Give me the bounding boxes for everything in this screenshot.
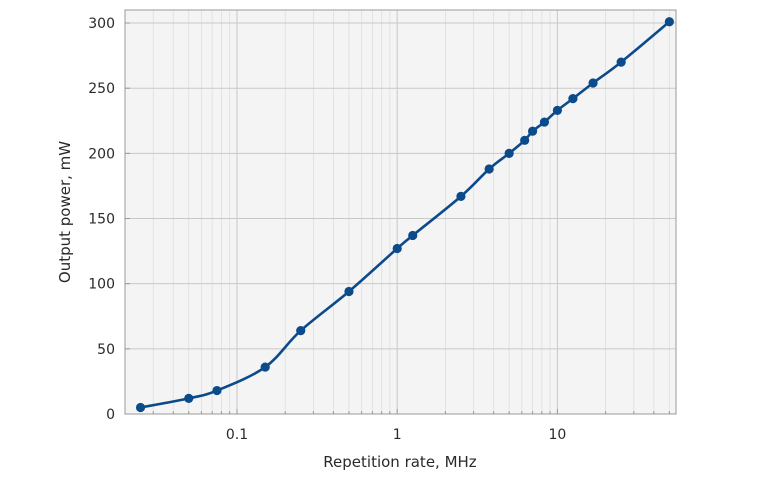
data-point xyxy=(568,94,578,104)
data-point xyxy=(588,78,598,88)
data-point xyxy=(616,57,626,67)
data-point xyxy=(527,126,538,136)
x-axis-label: Repetition rate, MHz xyxy=(323,453,477,471)
data-point xyxy=(664,17,674,27)
x-axis-ticks: 0.1 1 10 xyxy=(152,409,670,443)
plot-area-background xyxy=(125,10,676,414)
data-point xyxy=(296,325,306,336)
y-tick-label: 300 xyxy=(88,16,115,32)
y-tick-label: 100 xyxy=(88,277,115,293)
data-point xyxy=(520,135,530,145)
x-tick-label: 10 xyxy=(548,427,566,443)
y-tick-label: 50 xyxy=(97,342,115,358)
y-tick-label: 150 xyxy=(88,212,115,228)
y-tick-label: 0 xyxy=(106,407,115,423)
data-point xyxy=(408,230,418,241)
data-point xyxy=(392,243,402,254)
data-point xyxy=(456,191,466,201)
x-tick-label: 1 xyxy=(393,427,402,443)
data-point xyxy=(260,362,270,372)
series-layer xyxy=(135,17,674,413)
data-point xyxy=(539,117,550,127)
y-tick-label: 200 xyxy=(88,146,115,162)
plot-frame xyxy=(124,9,677,415)
x-tick-label: 0.1 xyxy=(226,427,248,443)
minor-gridlines xyxy=(152,10,670,414)
data-point xyxy=(552,105,562,115)
data-point xyxy=(484,164,494,174)
data-point xyxy=(344,286,354,297)
data-point xyxy=(212,385,222,396)
data-point xyxy=(184,393,194,403)
data-point xyxy=(135,402,146,413)
data-point xyxy=(504,148,514,158)
y-axis-ticks: 0 50 100 150 200 250 300 xyxy=(88,16,130,423)
y-tick-label: 250 xyxy=(88,81,115,97)
y-axis-label: Output power, mW xyxy=(56,141,74,283)
